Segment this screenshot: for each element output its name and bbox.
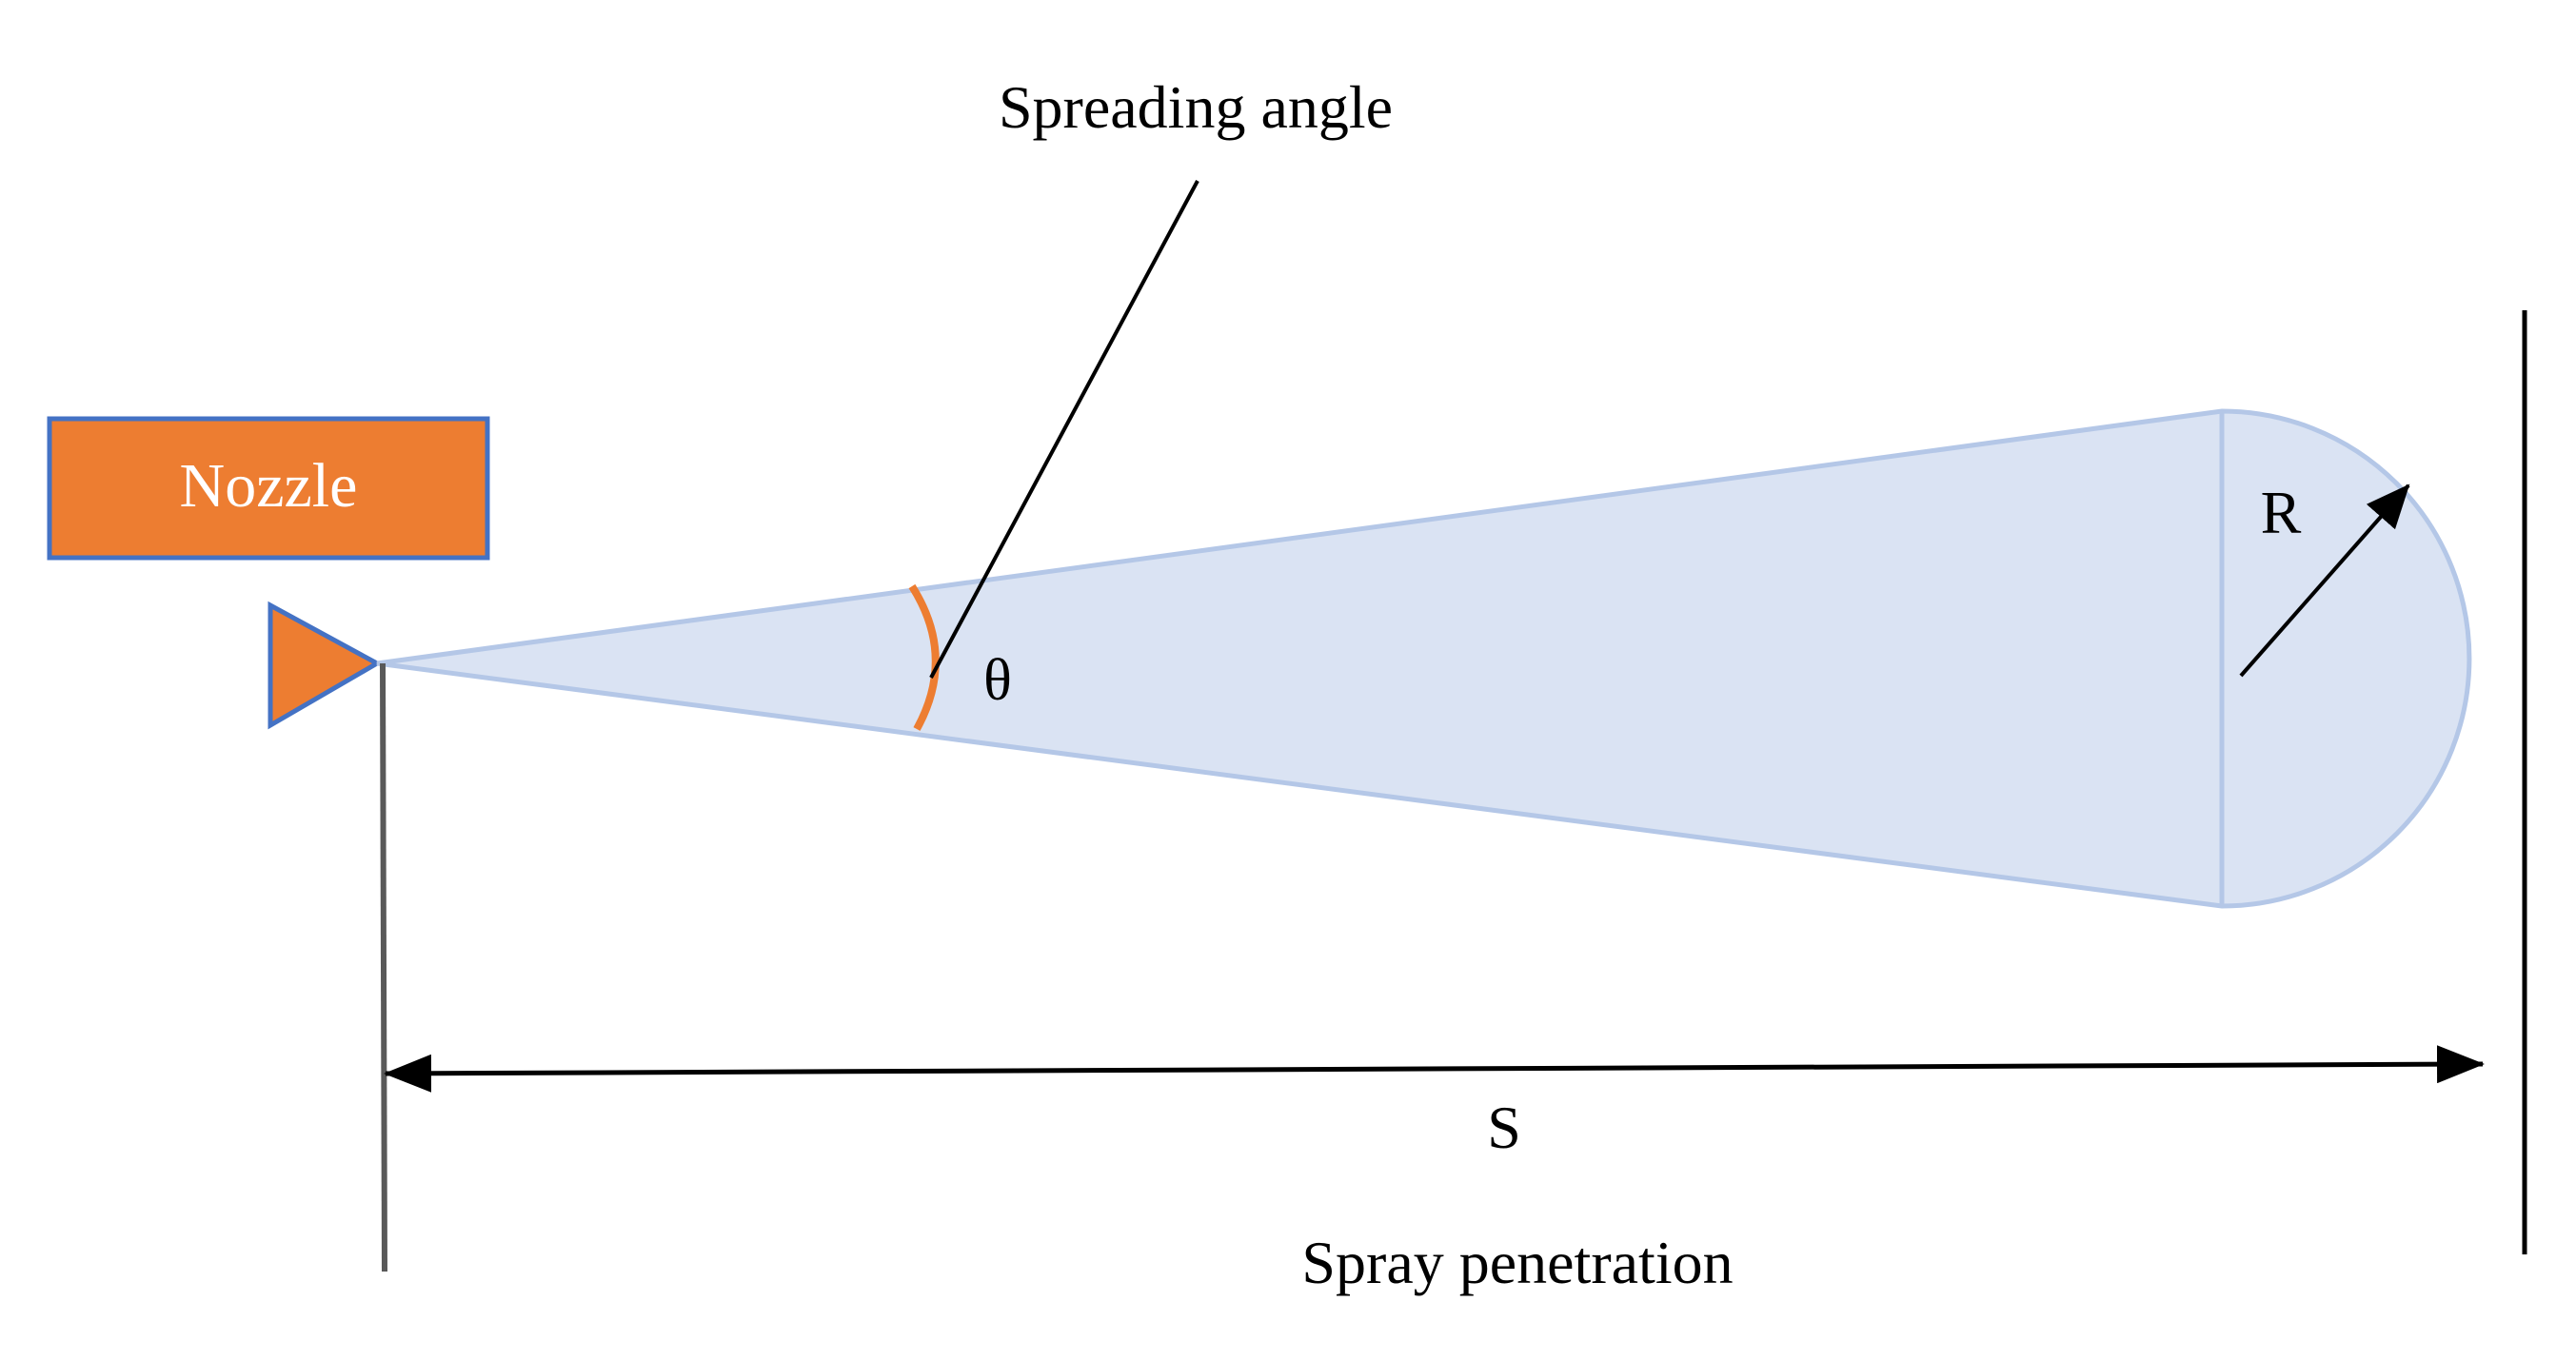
penetration-arrow: [384, 1045, 2485, 1093]
nozzle-label: Nozzle: [180, 451, 358, 521]
spreading-angle-arc: [908, 583, 940, 731]
distance-label: S: [1487, 1094, 1521, 1161]
radius-label: R: [2261, 479, 2302, 546]
theta-label: θ: [983, 648, 1012, 713]
nozzle-triangle-icon: [268, 601, 383, 730]
nozzle-reference-line: [380, 662, 387, 1272]
spray-penetration-label: Spray penetration: [1301, 1229, 1733, 1296]
spreading-angle-leader: [929, 180, 1199, 679]
spreading-angle-label: Spreading angle: [999, 73, 1393, 141]
radius-arrow: [2239, 483, 2410, 678]
nozzle-label-box: Nozzle: [47, 416, 490, 561]
spray-cone: [376, 408, 2472, 909]
